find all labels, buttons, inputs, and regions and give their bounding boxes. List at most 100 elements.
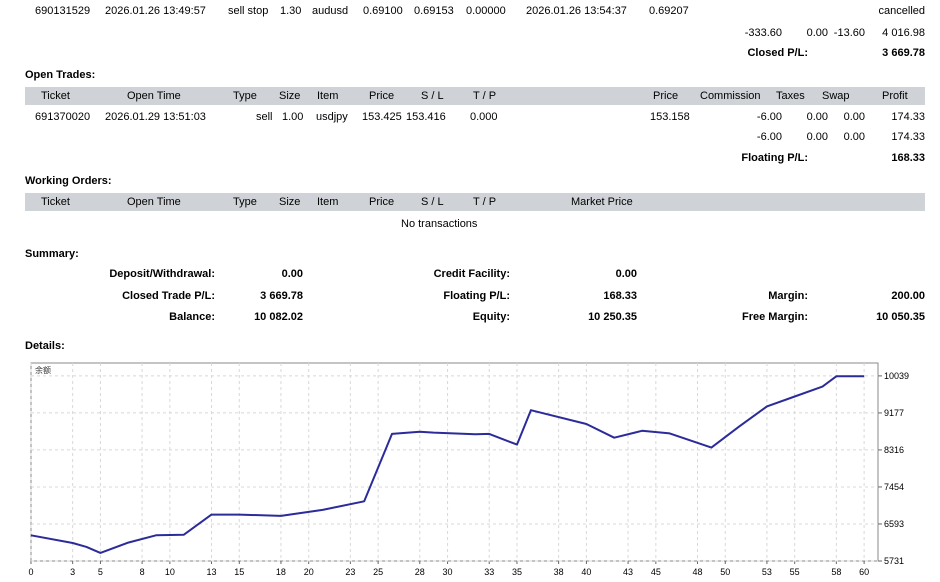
balance-series-line xyxy=(30,375,865,554)
working-orders-title: Working Orders: xyxy=(25,175,112,187)
closed-trade-value: 3 669.78 xyxy=(260,290,303,302)
col-price: Price xyxy=(369,90,395,102)
equity-label: Equity: xyxy=(472,311,510,323)
col-sl: S / L xyxy=(421,196,444,208)
x-tick-label: 38 xyxy=(554,567,564,577)
x-tick-label: 45 xyxy=(651,567,661,577)
col-open-time: Open Time xyxy=(127,90,181,102)
y-tick-label: 6593 xyxy=(884,519,904,529)
free-margin-label: Free Margin: xyxy=(741,311,808,323)
x-tick-label: 23 xyxy=(345,567,355,577)
x-tick-label: 0 xyxy=(28,567,33,577)
taxes-total: 0.00 xyxy=(806,131,828,143)
y-tick-label: 10039 xyxy=(884,371,909,381)
close-time-cell: 2026.01.26 13:54:37 xyxy=(526,5,627,17)
floating-pl-label: Floating P/L: xyxy=(741,152,808,164)
balance-value: 10 082.02 xyxy=(254,311,303,323)
col-taxes: Taxes xyxy=(776,90,805,102)
legend-label: 余额 xyxy=(35,365,51,375)
plot-area xyxy=(30,362,879,562)
closed-trade-label: Closed Trade P/L: xyxy=(122,290,215,302)
price-cell: 0.69100 xyxy=(363,5,403,17)
no-transactions-text: No transactions xyxy=(401,218,478,230)
x-tick-label: 58 xyxy=(831,567,841,577)
swap-total: 0.00 xyxy=(843,131,865,143)
open-trades-totals-row: -6.00 0.00 0.00 174.33 xyxy=(25,128,925,146)
x-tick-label: 3 xyxy=(70,567,75,577)
x-tick-label: 13 xyxy=(207,567,217,577)
swap-cell: 0.00 xyxy=(843,111,865,123)
x-tick-label: 18 xyxy=(276,567,286,577)
commission-cell: -6.00 xyxy=(756,111,782,123)
margin-value: 200.00 xyxy=(891,290,925,302)
equity-value: 10 250.35 xyxy=(588,311,637,323)
deposit-value: 0.00 xyxy=(281,268,303,280)
profit-total: 4 016.98 xyxy=(882,27,925,39)
y-tick-label: 9177 xyxy=(884,408,904,418)
x-tick-label: 30 xyxy=(443,567,453,577)
sl-cell: 153.416 xyxy=(406,111,446,123)
col-size: Size xyxy=(279,90,301,102)
closed-order-row: 690131529 2026.01.26 13:49:57 sell stop … xyxy=(25,2,925,20)
profit-cell: 174.33 xyxy=(891,111,925,123)
col-sl: S / L xyxy=(421,90,444,102)
swap-total: -13.60 xyxy=(833,27,865,39)
x-tick-label: 20 xyxy=(304,567,314,577)
type-cell: sell stop xyxy=(228,5,269,17)
x-tick-label: 8 xyxy=(140,567,145,577)
closed-pl-row: Closed P/L: 3 669.78 xyxy=(25,44,925,62)
margin-label: Margin: xyxy=(768,290,808,302)
profit-total: 174.33 xyxy=(891,131,925,143)
type-cell: sell xyxy=(256,111,273,123)
col-ticket: Ticket xyxy=(41,90,70,102)
details-title: Details: xyxy=(25,340,65,352)
commission-total: -6.00 xyxy=(756,131,782,143)
summary-title: Summary: xyxy=(25,248,79,260)
col-profit: Profit xyxy=(882,90,908,102)
balance-chart: 0 3 5 8 10 13 15 18 20 23 25 28 30 33 35 38 40 43 45 48 50 53… xyxy=(28,362,909,577)
col-swap: Swap xyxy=(822,90,850,102)
col-commission: Commission xyxy=(700,90,761,102)
x-tick-label: 5 xyxy=(98,567,103,577)
x-tick-label: 50 xyxy=(720,567,730,577)
x-tick-label: 33 xyxy=(484,567,494,577)
x-tick-label: 15 xyxy=(234,567,244,577)
x-tick-label: 48 xyxy=(692,567,702,577)
closed-pl-label: Closed P/L: xyxy=(747,47,808,59)
open-trades-title: Open Trades: xyxy=(25,69,96,81)
item-cell: usdjpy xyxy=(316,111,348,123)
col-item: Item xyxy=(317,196,339,208)
x-tick-label: 60 xyxy=(859,567,869,577)
x-tick-label: 28 xyxy=(415,567,425,577)
col-type: Type xyxy=(233,90,257,102)
closed-pl-value: 3 669.78 xyxy=(882,47,925,59)
col-market-price: Market Price xyxy=(571,196,633,208)
floating-pl-row: Floating P/L: 168.33 xyxy=(25,149,925,167)
y-tick-label: 7454 xyxy=(884,482,904,492)
tp-cell: 0.00000 xyxy=(466,5,506,17)
open-time-cell: 2026.01.29 13:51:03 xyxy=(105,111,206,123)
col-price: Price xyxy=(369,196,395,208)
open-trade-row: 691370020 2026.01.29 13:51:03 sell 1.00 … xyxy=(25,108,925,126)
price-cell: 153.425 xyxy=(362,111,402,123)
x-tick-label: 10 xyxy=(165,567,175,577)
credit-label: Credit Facility: xyxy=(433,268,510,280)
balance-label: Balance: xyxy=(169,311,215,323)
x-tick-label: 25 xyxy=(373,567,383,577)
price2-cell: 153.158 xyxy=(650,111,690,123)
floating-pl-value: 168.33 xyxy=(891,152,925,164)
taxes-cell: 0.00 xyxy=(806,111,828,123)
ticket-cell: 690131529 xyxy=(35,5,91,17)
col-tp: T / P xyxy=(473,196,497,208)
col-price2: Price xyxy=(653,90,679,102)
x-tick-label: 55 xyxy=(790,567,800,577)
open-time-cell: 2026.01.26 13:49:57 xyxy=(105,5,206,17)
taxes-total: 0.00 xyxy=(806,27,828,39)
col-tp: T / P xyxy=(473,90,497,102)
sl-cell: 0.69153 xyxy=(414,5,454,17)
summary-grid: Deposit/Withdrawal: 0.00 Credit Facility… xyxy=(109,268,925,323)
col-open-time: Open Time xyxy=(127,196,181,208)
ticket-cell: 691370020 xyxy=(35,111,91,123)
col-item: Item xyxy=(317,90,339,102)
y-tick-label: 8316 xyxy=(884,445,904,455)
